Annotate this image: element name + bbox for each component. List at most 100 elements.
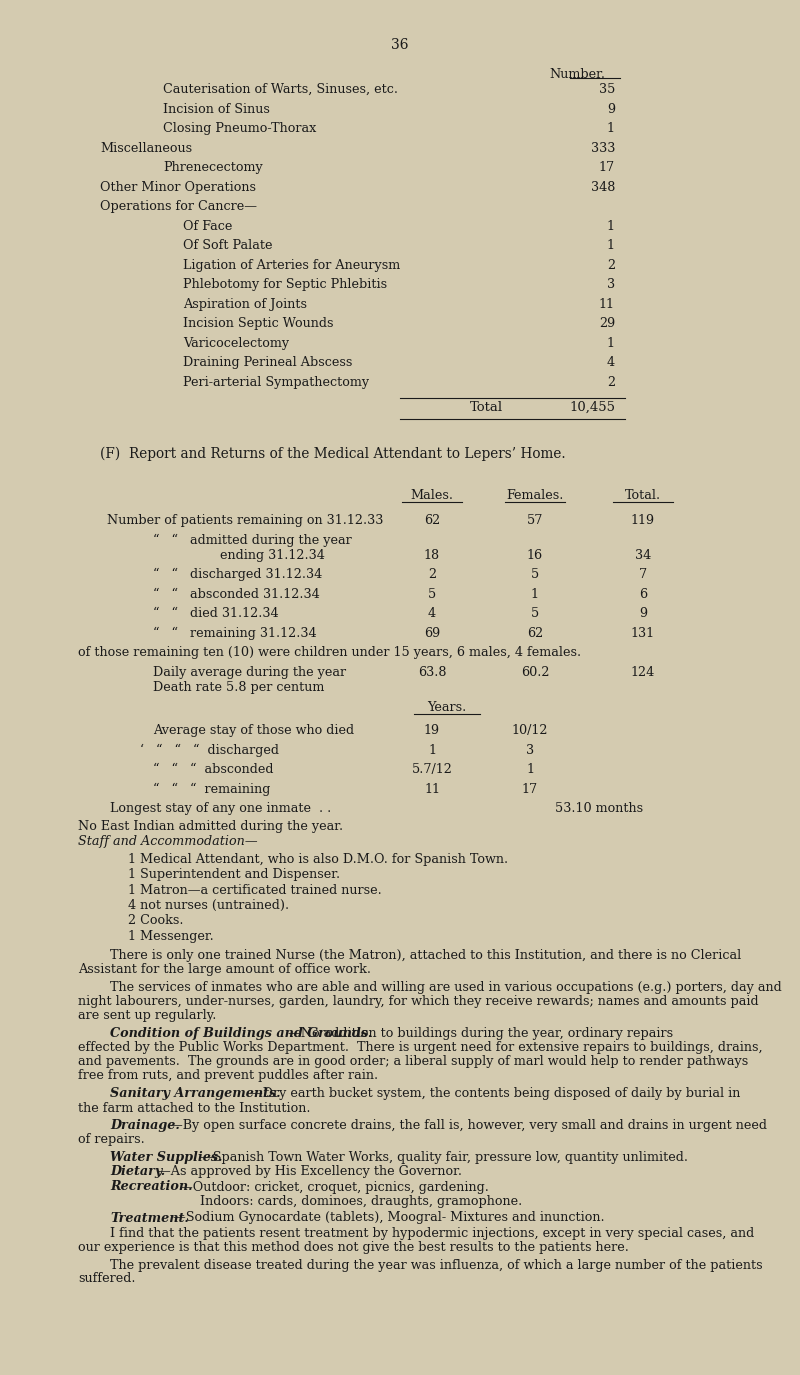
- Text: Average stay of those who died: Average stay of those who died: [153, 725, 354, 737]
- Text: —Spanish Town Water Works, quality fair, pressure low, quantity unlimited.: —Spanish Town Water Works, quality fair,…: [200, 1151, 688, 1163]
- Text: Varicocelectomy: Varicocelectomy: [183, 337, 289, 349]
- Text: 2: 2: [607, 258, 615, 271]
- Text: 124: 124: [631, 666, 655, 678]
- Text: 19: 19: [424, 725, 440, 737]
- Text: Phrenecectomy: Phrenecectomy: [163, 161, 262, 175]
- Text: suffered.: suffered.: [78, 1272, 135, 1286]
- Text: 2: 2: [428, 568, 436, 582]
- Text: Recreation.: Recreation.: [110, 1181, 193, 1194]
- Text: —By open surface concrete drains, the fall is, however, very small and drains in: —By open surface concrete drains, the fa…: [170, 1119, 767, 1133]
- Text: No East Indian admitted during the year.: No East Indian admitted during the year.: [78, 820, 343, 832]
- Text: 9: 9: [607, 103, 615, 116]
- Text: Females.: Females.: [506, 490, 564, 502]
- Text: Assistant for the large amount of office work.: Assistant for the large amount of office…: [78, 964, 371, 976]
- Text: night labourers, under-nurses, garden, laundry, for which they receive rewards; : night labourers, under-nurses, garden, l…: [78, 996, 758, 1008]
- Text: “   “   “  absconded: “ “ “ absconded: [153, 763, 274, 776]
- Text: 333: 333: [590, 142, 615, 154]
- Text: 3: 3: [526, 744, 534, 756]
- Text: Incision of Sinus: Incision of Sinus: [163, 103, 270, 116]
- Text: 1 Matron—a certificated trained nurse.: 1 Matron—a certificated trained nurse.: [128, 884, 382, 896]
- Text: Longest stay of any one inmate  . .: Longest stay of any one inmate . .: [110, 802, 331, 815]
- Text: effected by the Public Works Department.  There is urgent need for extensive rep: effected by the Public Works Department.…: [78, 1041, 762, 1055]
- Text: 34: 34: [635, 549, 651, 561]
- Text: 4: 4: [607, 356, 615, 368]
- Text: Cauterisation of Warts, Sinuses, etc.: Cauterisation of Warts, Sinuses, etc.: [163, 82, 398, 96]
- Text: Of Face: Of Face: [183, 220, 232, 232]
- Text: Incision Septic Wounds: Incision Septic Wounds: [183, 318, 334, 330]
- Text: 4: 4: [428, 606, 436, 620]
- Text: 1: 1: [428, 744, 436, 756]
- Text: 35: 35: [598, 82, 615, 96]
- Text: There is only one trained Nurse (the Matron), attached to this Institution, and : There is only one trained Nurse (the Mat…: [110, 950, 742, 962]
- Text: Number.: Number.: [549, 67, 605, 81]
- Text: Condition of Buildings and Grounds.: Condition of Buildings and Grounds.: [110, 1027, 372, 1041]
- Text: Number of patients remaining on 31.12.33: Number of patients remaining on 31.12.33: [107, 514, 383, 527]
- Text: 10/12: 10/12: [512, 725, 548, 737]
- Text: I find that the patients resent treatment by hypodermic injections, except in ve: I find that the patients resent treatmen…: [110, 1226, 754, 1239]
- Text: 9: 9: [639, 606, 647, 620]
- Text: Treatment.: Treatment.: [110, 1211, 189, 1225]
- Text: are sent up regularly.: are sent up regularly.: [78, 1009, 216, 1023]
- Text: 5.7/12: 5.7/12: [411, 763, 453, 776]
- Text: 119: 119: [631, 514, 655, 527]
- Text: Water Supplies.: Water Supplies.: [110, 1151, 222, 1163]
- Text: 5: 5: [531, 606, 539, 620]
- Text: 57: 57: [527, 514, 543, 527]
- Text: 7: 7: [639, 568, 647, 582]
- Text: Sanitary Arrangements.: Sanitary Arrangements.: [110, 1088, 281, 1100]
- Text: 4 not nurses (untrained).: 4 not nurses (untrained).: [128, 899, 289, 912]
- Text: Males.: Males.: [410, 490, 454, 502]
- Text: free from ruts, and prevent puddles after rain.: free from ruts, and prevent puddles afte…: [78, 1070, 378, 1082]
- Text: 1: 1: [607, 122, 615, 135]
- Text: 16: 16: [527, 549, 543, 561]
- Text: Dietary.: Dietary.: [110, 1166, 166, 1178]
- Text: “   “   discharged 31.12.34: “ “ discharged 31.12.34: [153, 568, 322, 582]
- Text: “   “   “  remaining: “ “ “ remaining: [153, 782, 270, 796]
- Text: 18: 18: [424, 549, 440, 561]
- Text: (F)  Report and Returns of the Medical Attendant to Lepers’ Home.: (F) Report and Returns of the Medical At…: [100, 447, 566, 462]
- Text: Ligation of Arteries for Aneurysm: Ligation of Arteries for Aneurysm: [183, 258, 400, 271]
- Text: 62: 62: [527, 627, 543, 639]
- Text: 1: 1: [531, 587, 539, 601]
- Text: Drainage.: Drainage.: [110, 1119, 180, 1133]
- Text: 60.2: 60.2: [521, 666, 550, 678]
- Text: 348: 348: [590, 180, 615, 194]
- Text: Miscellaneous: Miscellaneous: [100, 142, 192, 154]
- Text: 11: 11: [424, 782, 440, 796]
- Text: 5: 5: [428, 587, 436, 601]
- Text: “   “   admitted during the year: “ “ admitted during the year: [153, 534, 352, 547]
- Text: Of Soft Palate: Of Soft Palate: [183, 239, 273, 252]
- Text: Other Minor Operations: Other Minor Operations: [100, 180, 256, 194]
- Text: ‘   “   “   “  discharged: ‘ “ “ “ discharged: [140, 744, 279, 756]
- Text: 62: 62: [424, 514, 440, 527]
- Text: the farm attached to the Institution.: the farm attached to the Institution.: [78, 1101, 310, 1115]
- Text: 63.8: 63.8: [418, 666, 446, 678]
- Text: 131: 131: [631, 627, 655, 639]
- Text: 2 Cooks.: 2 Cooks.: [128, 914, 183, 928]
- Text: of those remaining ten (10) were children under 15 years, 6 males, 4 females.: of those remaining ten (10) were childre…: [78, 646, 581, 659]
- Text: 53.10 months: 53.10 months: [555, 802, 643, 815]
- Text: Years.: Years.: [427, 701, 466, 714]
- Text: Total: Total: [470, 402, 503, 414]
- Text: Indoors: cards, dominoes, draughts, gramophone.: Indoors: cards, dominoes, draughts, gram…: [200, 1195, 522, 1207]
- Text: 6: 6: [639, 587, 647, 601]
- Text: 11: 11: [599, 297, 615, 311]
- Text: 3: 3: [607, 278, 615, 292]
- Text: and pavements.  The grounds are in good order; a liberal supply of marl would he: and pavements. The grounds are in good o…: [78, 1056, 748, 1068]
- Text: —Dry earth bucket system, the contents being disposed of daily by burial in: —Dry earth bucket system, the contents b…: [250, 1088, 740, 1100]
- Text: 1: 1: [607, 337, 615, 349]
- Text: 1 Superintendent and Dispenser.: 1 Superintendent and Dispenser.: [128, 868, 340, 881]
- Text: —Sodium Gynocardate (tablets), Moogral- Mixtures and inunction.: —Sodium Gynocardate (tablets), Moogral- …: [173, 1211, 605, 1225]
- Text: “   “   remaining 31.12.34: “ “ remaining 31.12.34: [153, 627, 317, 639]
- Text: Aspiration of Joints: Aspiration of Joints: [183, 297, 307, 311]
- Text: 29: 29: [598, 318, 615, 330]
- Text: our experience is that this method does not give the best results to the patient: our experience is that this method does …: [78, 1240, 629, 1254]
- Text: Draining Perineal Abscess: Draining Perineal Abscess: [183, 356, 352, 368]
- Text: of repairs.: of repairs.: [78, 1133, 145, 1147]
- Text: The prevalent disease treated during the year was influenza, of which a large nu: The prevalent disease treated during the…: [110, 1258, 762, 1272]
- Text: 1: 1: [607, 220, 615, 232]
- Text: —No addition to buildings during the year, ordinary repairs: —No addition to buildings during the yea…: [288, 1027, 673, 1041]
- Text: Phlebotomy for Septic Phlebitis: Phlebotomy for Septic Phlebitis: [183, 278, 387, 292]
- Text: Daily average during the year: Daily average during the year: [153, 666, 346, 678]
- Text: 1: 1: [607, 239, 615, 252]
